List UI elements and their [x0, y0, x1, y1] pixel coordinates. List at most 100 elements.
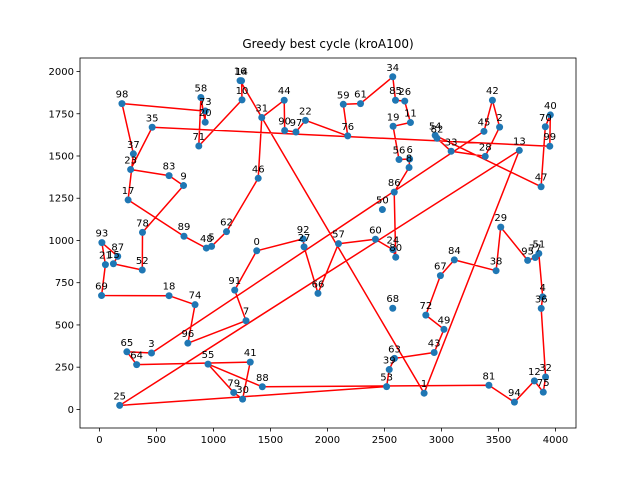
city-point	[401, 97, 409, 105]
city-label: 10	[236, 86, 249, 97]
city-point	[433, 134, 441, 142]
city-label: 72	[419, 301, 432, 312]
city-label: 32	[539, 363, 552, 374]
city-point	[406, 119, 414, 127]
city-point	[138, 266, 146, 274]
x-tick-label: 4000	[543, 435, 568, 446]
city-point	[281, 126, 289, 134]
city-label: 50	[376, 196, 389, 207]
city-label: 24	[387, 236, 400, 247]
city-label: 40	[544, 101, 557, 112]
city-label: 5	[208, 232, 214, 243]
city-point	[541, 123, 549, 131]
city-point	[488, 96, 496, 104]
city-point	[406, 155, 414, 163]
city-point	[383, 383, 391, 391]
city-point	[537, 183, 545, 191]
city-label: 70	[539, 113, 552, 124]
city-point	[515, 146, 523, 154]
y-tick-label: 750	[55, 278, 74, 289]
y-tick-label: 250	[55, 363, 74, 374]
city-point	[236, 77, 244, 85]
city-point	[339, 100, 347, 108]
city-point	[539, 388, 547, 396]
city-label: 93	[96, 229, 109, 240]
city-point	[98, 292, 106, 300]
city-point	[389, 246, 397, 254]
city-point	[116, 401, 124, 409]
city-point	[246, 358, 254, 366]
city-point	[197, 94, 205, 102]
city-label: 1	[421, 379, 427, 390]
city-labels: 0123456789101112131415161718192021222324…	[95, 63, 557, 403]
city-label: 46	[252, 164, 265, 175]
city-label: 97	[290, 118, 303, 129]
city-point	[254, 174, 262, 182]
city-label: 36	[535, 294, 548, 305]
city-point	[109, 260, 117, 268]
x-tick-label: 1500	[258, 435, 283, 446]
city-point	[539, 293, 547, 301]
x-tick-label: 2500	[372, 435, 397, 446]
city-label: 49	[438, 315, 451, 326]
city-point	[230, 389, 238, 397]
city-point	[258, 113, 266, 121]
city-point	[98, 239, 106, 247]
y-tick-label: 1000	[49, 236, 74, 247]
city-label: 67	[434, 262, 447, 273]
city-point	[180, 182, 188, 190]
city-label: 6	[406, 145, 412, 156]
city-label: 38	[490, 257, 503, 268]
city-label: 16	[234, 67, 247, 78]
plot-axes	[79, 57, 577, 429]
city-point	[485, 381, 493, 389]
city-point	[378, 206, 386, 214]
city-point	[389, 122, 397, 130]
city-point	[258, 383, 266, 391]
city-label: 35	[146, 113, 159, 124]
city-label: 92	[297, 225, 310, 236]
city-label: 56	[393, 146, 406, 157]
city-label: 98	[116, 90, 129, 101]
city-point	[510, 398, 518, 406]
city-point	[242, 317, 250, 325]
y-tick-label: 0	[68, 405, 74, 416]
city-point	[301, 116, 309, 124]
city-point	[530, 377, 538, 385]
city-point	[195, 142, 203, 150]
city-label: 77	[529, 244, 542, 255]
city-label: 91	[228, 276, 241, 287]
city-label: 37	[127, 140, 140, 151]
chart-title: Greedy best cycle (kroA100)	[242, 37, 413, 51]
city-point	[496, 123, 504, 131]
city-point	[390, 188, 398, 196]
city-label: 43	[428, 338, 441, 349]
city-label: 25	[113, 391, 126, 402]
city-label: 23	[124, 156, 137, 167]
city-label: 21	[99, 251, 112, 262]
city-point	[481, 152, 489, 160]
city-point	[123, 348, 131, 356]
city-label: 8	[406, 153, 412, 164]
city-label: 41	[244, 348, 257, 359]
city-point	[223, 228, 231, 236]
city-label: 75	[537, 378, 550, 389]
city-point	[133, 361, 141, 369]
city-point	[392, 96, 400, 104]
city-point	[165, 292, 173, 300]
city-point	[201, 107, 209, 115]
city-label: 31	[255, 103, 268, 114]
city-point	[524, 256, 532, 264]
city-point	[202, 244, 210, 252]
city-label: 71	[192, 132, 205, 143]
city-point	[492, 267, 500, 275]
city-label: 0	[254, 237, 260, 248]
city-label: 83	[163, 162, 176, 173]
city-label: 85	[389, 86, 402, 97]
city-label: 44	[278, 86, 291, 97]
city-label: 62	[220, 218, 233, 229]
city-point	[420, 389, 428, 397]
city-point	[392, 253, 400, 261]
city-point	[127, 166, 135, 174]
city-point	[395, 156, 403, 164]
